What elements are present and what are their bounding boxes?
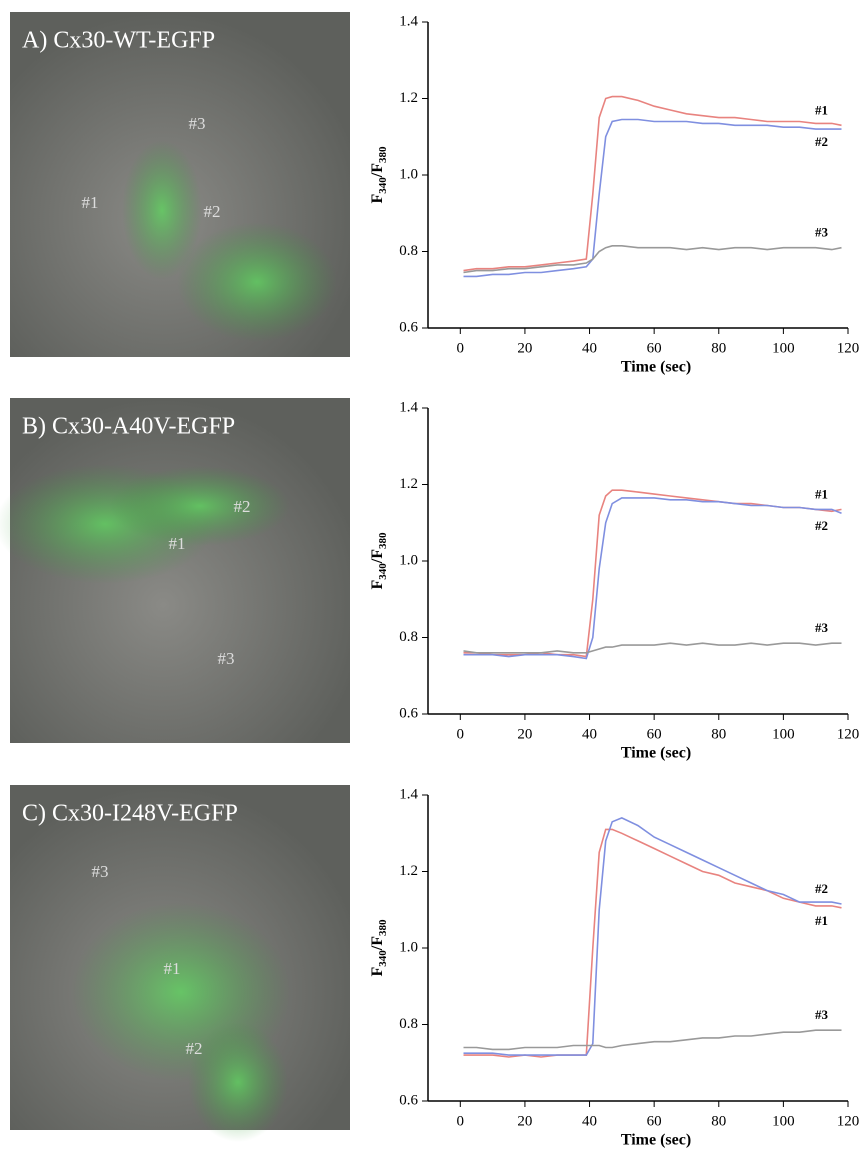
panel-title: A) Cx30-WT-EGFP <box>22 28 215 54</box>
y-tick-label: 0.8 <box>399 243 418 259</box>
x-tick-label: 0 <box>457 1113 465 1129</box>
y-tick-label: 0.6 <box>399 705 418 721</box>
x-tick-label: 40 <box>582 340 597 356</box>
x-tick-label: 60 <box>647 1113 662 1129</box>
series-line <box>463 642 842 654</box>
y-tick-label: 1.2 <box>399 90 418 106</box>
series-label: #2 <box>815 881 828 896</box>
y-axis-label-part: F <box>369 580 386 590</box>
y-axis-label-part: /F <box>369 549 386 564</box>
y-axis-label-part: /F <box>369 163 386 178</box>
x-tick-label: 20 <box>517 340 532 356</box>
y-axis-label-part: F <box>369 194 386 204</box>
x-tick-label: 80 <box>711 340 726 356</box>
x-tick-label: 100 <box>772 1113 795 1129</box>
cell-label: #2 <box>186 1039 203 1058</box>
x-tick-label: 60 <box>647 340 662 356</box>
series-label: #2 <box>815 134 828 149</box>
cell-label: #3 <box>218 649 235 668</box>
series-line <box>463 245 842 274</box>
series-label: #2 <box>815 518 828 533</box>
y-axis-label: F340/F380 <box>369 532 389 590</box>
cell-label: #2 <box>234 497 251 516</box>
cell-label: #1 <box>169 534 186 553</box>
series-label: #1 <box>815 102 828 117</box>
x-tick-label: 20 <box>517 726 532 742</box>
y-tick-label: 0.6 <box>399 319 418 335</box>
y-axis-label-part: /F <box>369 936 386 951</box>
x-tick-label: 20 <box>517 1113 532 1129</box>
series-line <box>463 489 842 658</box>
x-tick-label: 80 <box>711 726 726 742</box>
cell-label: #2 <box>204 202 221 221</box>
series-line <box>463 1029 842 1051</box>
y-tick-label: 1.0 <box>399 166 418 182</box>
y-axis-label-part: 380 <box>377 532 389 549</box>
y-axis-label-part: 340 <box>377 563 389 580</box>
x-tick-label: 100 <box>772 340 795 356</box>
series-line <box>463 497 842 660</box>
series-label: #1 <box>815 486 828 501</box>
fluorescence <box>122 140 202 280</box>
y-axis-label: F340/F380 <box>369 919 389 977</box>
x-axis-label: Time (sec) <box>621 745 691 762</box>
y-tick-label: 0.6 <box>399 1092 418 1108</box>
series-line <box>463 118 842 278</box>
x-tick-label: 100 <box>772 726 795 742</box>
x-tick-label: 80 <box>711 1113 726 1129</box>
y-axis-label-part: 380 <box>377 146 389 163</box>
cell-label: #1 <box>82 193 99 212</box>
series-label: #3 <box>815 1007 829 1022</box>
series-line <box>463 828 842 1058</box>
x-axis-label: Time (sec) <box>621 1132 691 1149</box>
y-axis-label: F340/F380 <box>369 146 389 204</box>
series-line <box>463 95 842 272</box>
cell-label: #3 <box>189 114 206 133</box>
series-label: #1 <box>815 913 828 928</box>
y-axis-label-part: 340 <box>377 177 389 194</box>
x-tick-label: 0 <box>457 726 465 742</box>
x-tick-label: 60 <box>647 726 662 742</box>
x-tick-label: 0 <box>457 340 465 356</box>
y-tick-label: 0.8 <box>399 1016 418 1032</box>
y-tick-label: 1.0 <box>399 552 418 568</box>
y-axis-label-part: F <box>369 967 386 977</box>
y-tick-label: 1.2 <box>399 863 418 879</box>
y-axis-label-part: 340 <box>377 950 389 967</box>
x-tick-label: 40 <box>582 1113 597 1129</box>
y-tick-label: 1.4 <box>399 786 418 802</box>
x-tick-label: 120 <box>837 1113 860 1129</box>
series-label: #3 <box>815 225 829 240</box>
fluorescence <box>188 1022 288 1142</box>
x-axis-label: Time (sec) <box>621 359 691 376</box>
cell-label: #1 <box>164 959 181 978</box>
panel-title: C) Cx30-I248V-EGFP <box>22 801 238 827</box>
y-tick-label: 1.2 <box>399 476 418 492</box>
x-tick-label: 120 <box>837 726 860 742</box>
series-label: #3 <box>815 620 829 635</box>
fluorescence <box>110 466 290 546</box>
series-line <box>463 817 842 1056</box>
y-tick-label: 1.4 <box>399 13 418 29</box>
y-tick-label: 1.0 <box>399 939 418 955</box>
y-tick-label: 1.4 <box>399 399 418 415</box>
y-axis-label-part: 380 <box>377 919 389 936</box>
panel-title: B) Cx30-A40V-EGFP <box>22 414 235 440</box>
fluorescence <box>177 222 337 342</box>
x-tick-label: 40 <box>582 726 597 742</box>
x-tick-label: 120 <box>837 340 860 356</box>
y-tick-label: 0.8 <box>399 629 418 645</box>
cell-label: #3 <box>92 862 109 881</box>
